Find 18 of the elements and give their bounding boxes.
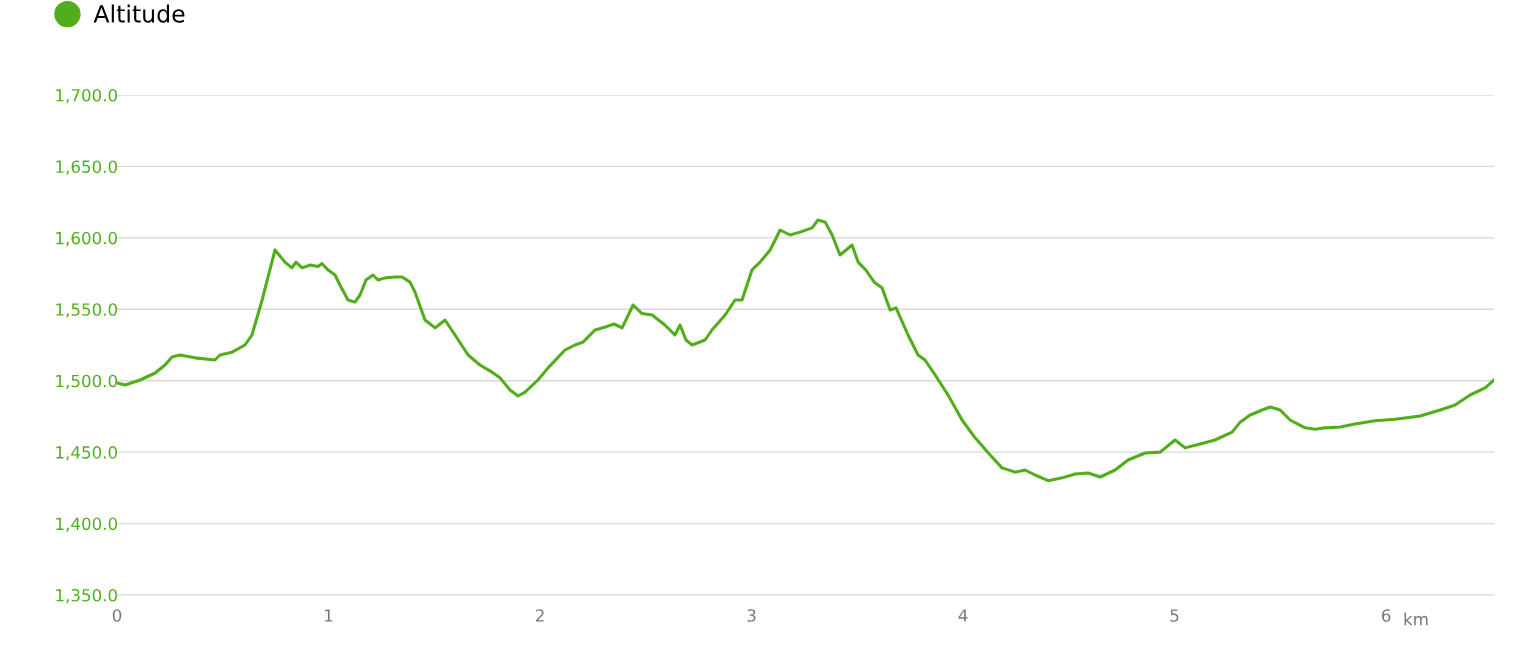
y-tick-label: 1,600.0 bbox=[56, 231, 118, 247]
x-tick-label: 6 bbox=[1381, 609, 1391, 622]
y-tick-label: 1,500.0 bbox=[56, 374, 118, 389]
y-tick-label: 1,350.0 bbox=[56, 588, 118, 604]
x-tick-label: 5 bbox=[1170, 609, 1179, 622]
y-tick-label: 1,650.0 bbox=[56, 160, 118, 175]
x-tick-label: 3 bbox=[747, 609, 756, 622]
y-tick-label: 1,550.0 bbox=[56, 303, 118, 318]
y-tick-label: 1,400.0 bbox=[56, 517, 118, 532]
x-tick-label: 2 bbox=[535, 609, 544, 622]
x-tick-label: 4 bbox=[958, 609, 968, 622]
x-tick-label: 0 bbox=[112, 609, 122, 622]
line-series bbox=[117, 218, 1494, 483]
y-tick-label: 1,450.0 bbox=[56, 446, 118, 461]
x-tick-label: 1 bbox=[325, 609, 333, 622]
legend-label: Altitude bbox=[93, 4, 185, 23]
x-axis-title: km bbox=[1404, 612, 1428, 626]
y-tick-label: 1,700.0 bbox=[56, 88, 118, 104]
